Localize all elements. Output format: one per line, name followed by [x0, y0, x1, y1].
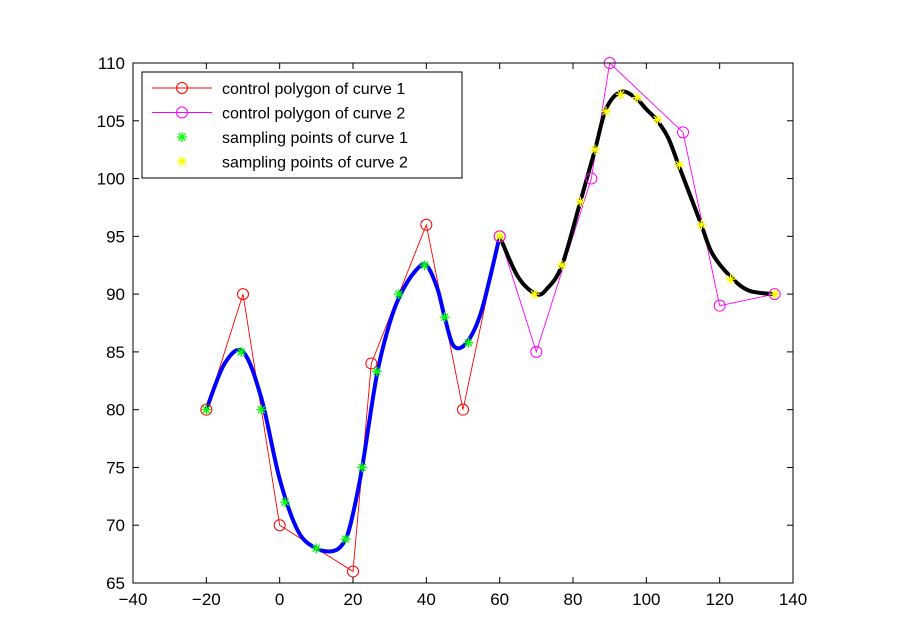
- sampling-point-5-5: [601, 106, 611, 117]
- sampling-point-4-10: [439, 312, 450, 323]
- sampling-point-5-9: [674, 159, 685, 170]
- control-point-1-2: [585, 172, 598, 185]
- sampling-point-4-5: [340, 534, 351, 545]
- sampling-point-4-1: [236, 346, 247, 357]
- plot-markers: [200, 57, 781, 578]
- control-point-1-6: [768, 288, 781, 301]
- y-tick-label: 65: [106, 574, 125, 593]
- x-tick-label: 0: [275, 590, 284, 609]
- control-point-1-5: [713, 299, 726, 312]
- sampling-point-4-2: [256, 404, 267, 415]
- sampling-point-4-8: [393, 289, 404, 300]
- y-tick-label: 85: [106, 343, 125, 362]
- legend-box: [141, 71, 463, 179]
- control-point-1-0: [493, 230, 506, 243]
- y-tick-label: 100: [97, 170, 125, 189]
- legend-label: sampling points of curve 2: [222, 155, 408, 172]
- x-tick-label: 120: [705, 590, 733, 609]
- control-polygon-1: [499, 63, 775, 354]
- sampling-point-5-8: [652, 114, 663, 125]
- legend-marker: [177, 132, 187, 142]
- sampling-point-5-7: [632, 92, 643, 103]
- y-tick-label: 110: [98, 54, 125, 73]
- x-tick-label: −40: [119, 590, 148, 609]
- control-point-0-4: [365, 357, 378, 370]
- legend: control polygon of curve 1 control polygo…: [141, 71, 463, 179]
- control-point-0-6: [457, 403, 469, 416]
- control-point-0-3: [347, 565, 359, 578]
- plot-lines: [204, 63, 777, 573]
- sampling-point-5-10: [696, 219, 707, 230]
- legend-entry-2: control polygon of curve 2: [152, 106, 405, 123]
- y-tick-label: 90: [106, 285, 125, 304]
- sampling-point-4-7: [371, 366, 382, 377]
- control-point-0-0: [200, 403, 213, 416]
- sampling-point-4-3: [280, 497, 291, 508]
- legend-entry-1: control polygon of curve 1: [152, 81, 405, 98]
- y-tick-label: 105: [97, 112, 125, 131]
- legend-entry-3: sampling points of curve 1: [177, 130, 408, 147]
- sampling-point-5-3: [575, 196, 586, 207]
- sampling-point-5-0: [494, 231, 505, 242]
- x-tick-label: 20: [344, 590, 363, 609]
- curve-3: [497, 89, 777, 297]
- sampling-point-4-6: [357, 462, 368, 473]
- legend-entry-4: sampling points of curve 2: [177, 155, 408, 172]
- x-tick-label: 100: [632, 590, 660, 609]
- sampling-point-5-6: [615, 89, 626, 100]
- sampling-point-5-2: [557, 260, 567, 271]
- legend-marker: [176, 82, 188, 94]
- y-tick-label: 75: [106, 458, 125, 477]
- legend-label: control polygon of curve 2: [222, 106, 405, 123]
- x-tick-label: 60: [490, 590, 509, 609]
- y-tick-label: 70: [106, 516, 125, 535]
- sampling-point-4-11: [463, 337, 474, 348]
- x-tick-label: 140: [779, 590, 807, 609]
- x-tick-label: 40: [417, 590, 436, 609]
- legend-label: sampling points of curve 1: [222, 130, 408, 147]
- legend-label: control polygon of curve 1: [222, 81, 405, 98]
- control-point-0-1: [237, 288, 249, 301]
- sampling-point-4-9: [419, 260, 430, 271]
- control-point-0-5: [420, 218, 433, 231]
- sampling-point-5-4: [590, 144, 600, 155]
- axes-frame: [132, 62, 794, 584]
- control-point-1-4: [677, 126, 689, 139]
- control-point-1-1: [530, 345, 543, 358]
- sampling-point-4-0: [201, 404, 212, 415]
- sampling-point-5-12: [769, 289, 780, 300]
- x-tick-label: −20: [192, 590, 221, 609]
- curve-2: [204, 234, 502, 554]
- legend-marker: [176, 106, 188, 119]
- y-tick-label: 95: [106, 227, 125, 246]
- sampling-point-4-4: [311, 543, 322, 554]
- legend-marker: [177, 156, 187, 167]
- control-point-0-2: [273, 519, 286, 532]
- sampling-point-5-11: [725, 274, 736, 285]
- y-tick-label: 80: [106, 401, 125, 420]
- sampling-point-5-1: [529, 289, 540, 300]
- axes: −40 −20 0 20 40 60 80 100 120 140 65 70 75 80 85 90 95 10…: [97, 54, 808, 609]
- x-tick-label: 80: [564, 590, 583, 609]
